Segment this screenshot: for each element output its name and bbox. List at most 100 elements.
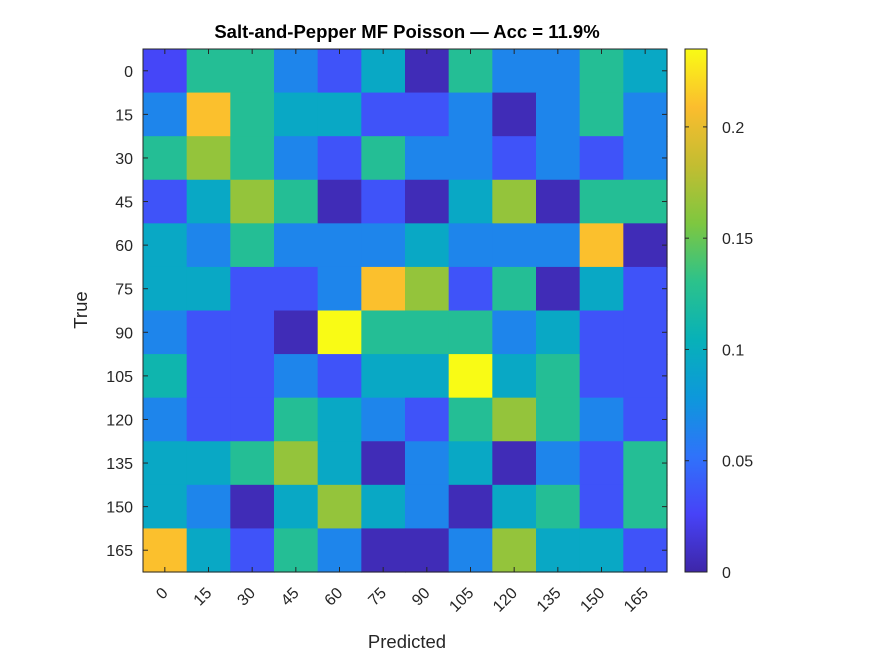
heatmap-cell xyxy=(143,223,188,268)
heatmap-cell xyxy=(492,136,537,181)
y-tick-label: 165 xyxy=(106,543,133,560)
y-tick-label: 120 xyxy=(106,412,133,429)
y-tick-label: 30 xyxy=(115,151,133,168)
heatmap-cell xyxy=(230,266,275,312)
heatmap-cell xyxy=(623,266,668,312)
heatmap-cell xyxy=(536,484,581,530)
y-tick-label: 45 xyxy=(115,195,133,212)
heatmap-cell xyxy=(405,528,450,573)
heatmap-cell xyxy=(536,92,581,137)
heatmap-cell xyxy=(405,441,450,486)
heatmap-cell xyxy=(579,354,624,399)
heatmap-cell xyxy=(579,528,624,573)
y-tick-label: 150 xyxy=(106,500,133,517)
heatmap-cell xyxy=(623,49,668,94)
heatmap-cell xyxy=(405,179,450,224)
heatmap-cell xyxy=(274,310,319,355)
heatmap-cell xyxy=(405,310,450,355)
heatmap-cell xyxy=(492,354,537,399)
heatmap-cell xyxy=(274,528,319,573)
colorbar xyxy=(684,48,708,573)
heatmap-cell xyxy=(230,484,275,530)
heatmap-cell xyxy=(143,136,188,181)
colorbar-tick-label: 0.05 xyxy=(722,454,753,471)
colorbar-ticks: 0 0.05 0.1 0.15 0.2 xyxy=(685,120,753,582)
x-tick-label: 0 xyxy=(153,585,171,603)
colorbar-tick-label: 0.2 xyxy=(722,120,744,137)
heatmap-cell xyxy=(579,266,624,312)
x-tick-label: 90 xyxy=(409,585,434,610)
heatmap-cell xyxy=(230,310,275,355)
heatmap-cell xyxy=(143,92,188,137)
heatmap-cell xyxy=(361,223,406,268)
heatmap-cell xyxy=(361,136,406,181)
heatmap-cell xyxy=(448,441,493,486)
heatmap-cell xyxy=(186,266,231,312)
heatmap-cell xyxy=(536,354,581,399)
heatmap-cell xyxy=(186,49,231,94)
heatmap-cell xyxy=(448,49,493,94)
heatmap-cell xyxy=(143,397,188,442)
heatmap-cell xyxy=(492,92,537,137)
heatmap-cell xyxy=(536,397,581,442)
heatmap-cell xyxy=(186,441,231,486)
heatmap-cell xyxy=(317,441,362,486)
colorbar-tick-label: 0.1 xyxy=(722,342,744,359)
heatmap-cell xyxy=(448,223,493,268)
heatmap-cell xyxy=(492,528,537,573)
heatmap-cell xyxy=(579,179,624,224)
x-tick-label: 165 xyxy=(621,585,652,616)
heatmap-cell xyxy=(448,354,493,399)
heatmap-cell xyxy=(579,136,624,181)
heatmap-cell xyxy=(492,484,537,530)
heatmap-cell xyxy=(536,266,581,312)
x-axis-label: Predicted xyxy=(368,631,446,652)
x-tick-label: 105 xyxy=(446,585,477,616)
heatmap-cell xyxy=(623,179,668,224)
x-tick-label: 45 xyxy=(278,585,303,610)
heatmap-cell xyxy=(448,179,493,224)
colorbar-tick-label: 0.15 xyxy=(722,231,753,248)
heatmap-cell xyxy=(317,92,362,137)
heatmap-cell xyxy=(143,266,188,312)
heatmap-cell xyxy=(536,179,581,224)
x-tick-label: 150 xyxy=(577,585,608,616)
heatmap-cell xyxy=(361,354,406,399)
heatmap-cell xyxy=(143,179,188,224)
heatmap-cell xyxy=(317,179,362,224)
x-tick-label: 120 xyxy=(490,585,521,616)
heatmap-cell xyxy=(361,49,406,94)
heatmap-cell xyxy=(579,397,624,442)
x-tick-label: 15 xyxy=(191,585,216,610)
heatmap-cell xyxy=(361,266,406,312)
heatmap-cell xyxy=(492,441,537,486)
heatmap-cell xyxy=(230,49,275,94)
heatmap-cell xyxy=(579,310,624,355)
heatmap-cell xyxy=(492,49,537,94)
heatmap-cell xyxy=(230,354,275,399)
heatmap-cell xyxy=(492,179,537,224)
heatmap-cell xyxy=(230,441,275,486)
heatmap-cell xyxy=(361,92,406,137)
heatmap-cell xyxy=(361,484,406,530)
heatmap-cell xyxy=(186,528,231,573)
heatmap-cell xyxy=(579,484,624,530)
heatmap-cell xyxy=(186,354,231,399)
y-tick-label: 0 xyxy=(124,64,133,81)
heatmap-cell xyxy=(536,49,581,94)
heatmap-cell xyxy=(230,92,275,137)
heatmap-cell xyxy=(317,49,362,94)
heatmap-cell xyxy=(317,397,362,442)
y-tick-label: 105 xyxy=(106,369,133,386)
heatmap-cell xyxy=(361,179,406,224)
heatmap-cell xyxy=(317,528,362,573)
heatmap-cell xyxy=(448,266,493,312)
heatmap-cell xyxy=(536,136,581,181)
y-axis-ticks: 0 15 30 45 60 75 90 105 120 135 150 165 xyxy=(106,64,667,560)
x-tick-label: 60 xyxy=(322,585,347,610)
heatmap-cell xyxy=(143,310,188,355)
heatmap-cell xyxy=(405,397,450,442)
heatmap-cell xyxy=(317,136,362,181)
